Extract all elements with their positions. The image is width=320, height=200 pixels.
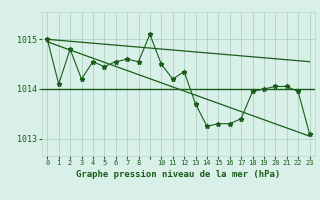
X-axis label: Graphe pression niveau de la mer (hPa): Graphe pression niveau de la mer (hPa) [76, 170, 281, 179]
